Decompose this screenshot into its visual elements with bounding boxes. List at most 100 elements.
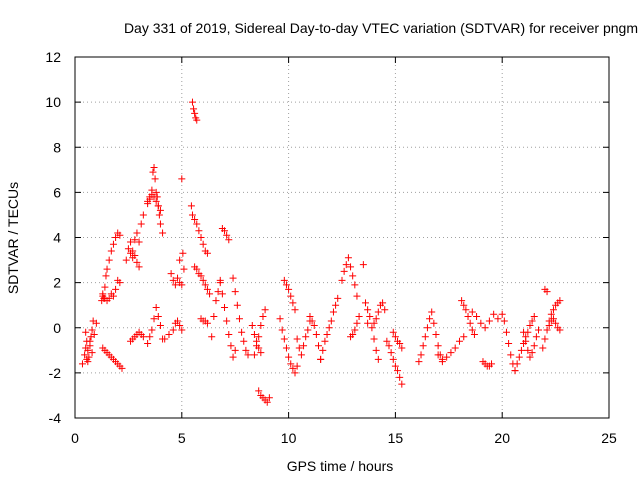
data-point: [174, 317, 182, 325]
data-point: [364, 319, 372, 327]
data-point: [349, 272, 357, 280]
data-point: [351, 281, 359, 289]
data-point: [240, 337, 248, 345]
series-arc-16.2: [415, 308, 436, 366]
data-point: [218, 290, 226, 298]
data-point: [233, 301, 241, 309]
x-tick-label: 25: [601, 430, 617, 446]
x-axis-label: GPS time / hours: [287, 458, 394, 474]
data-point: [289, 364, 297, 372]
data-point: [197, 234, 205, 241]
series-arc-6.0-mid: [191, 263, 214, 298]
data-point: [291, 369, 299, 377]
series-arc-7.0-top: [218, 224, 233, 244]
data-point: [159, 229, 167, 237]
data-point: [340, 267, 348, 275]
data-point: [398, 344, 406, 352]
chart-title: Day 331 of 2019, Sidereal Day-to-day VTE…: [124, 20, 638, 36]
data-point: [539, 344, 547, 352]
data-point: [84, 346, 92, 354]
data-point: [199, 240, 207, 248]
data-point: [89, 317, 97, 325]
x-tick-label: 20: [494, 430, 510, 446]
data-point: [545, 321, 553, 329]
data-point: [150, 315, 158, 323]
data-point: [221, 303, 229, 311]
x-tick-label: 0: [71, 430, 79, 446]
data-point: [190, 105, 198, 113]
data-point: [174, 274, 182, 282]
series-arc-2.8-low: [127, 328, 147, 345]
data-point: [417, 351, 425, 359]
data-point: [526, 321, 534, 329]
data-point: [167, 270, 175, 278]
data-point: [231, 288, 239, 296]
data-point: [187, 202, 195, 210]
data-point: [206, 290, 214, 298]
data-point: [359, 261, 367, 269]
data-point: [349, 331, 357, 339]
data-point: [84, 358, 92, 366]
data-point: [156, 220, 164, 228]
data-point: [263, 398, 271, 406]
data-point: [225, 236, 233, 244]
data-point: [304, 326, 312, 334]
data-point: [462, 306, 470, 314]
y-tick-label: 6: [53, 184, 61, 200]
data-point: [500, 317, 508, 325]
data-point: [282, 344, 290, 352]
series-arc-19.2-low: [479, 358, 496, 370]
data-point: [152, 197, 160, 205]
data-point: [379, 299, 387, 307]
data-point: [488, 360, 496, 368]
data-point: [438, 355, 446, 363]
data-point: [312, 331, 320, 339]
data-points: [78, 98, 564, 406]
data-point: [180, 265, 188, 273]
data-point: [109, 292, 117, 300]
series-arc-7.7: [229, 274, 252, 359]
data-point: [278, 326, 286, 334]
data-point: [199, 276, 207, 284]
data-point: [285, 353, 293, 361]
data-point: [81, 351, 89, 359]
data-point: [543, 326, 551, 334]
data-point: [203, 319, 211, 327]
data-point: [193, 265, 201, 273]
data-point: [250, 331, 258, 339]
data-point: [289, 299, 297, 307]
data-point: [280, 335, 288, 343]
series-arc-10.5: [293, 317, 314, 359]
data-point: [464, 312, 472, 320]
series-arc-3.6-low: [144, 303, 167, 348]
data-point: [107, 247, 115, 255]
data-point: [150, 193, 158, 201]
data-point: [447, 349, 455, 357]
y-axis-label: SDTVAR / TECUs: [5, 182, 21, 294]
data-point: [176, 256, 184, 264]
axis-ticks: [74, 56, 610, 419]
series-arc-18.4: [458, 297, 478, 339]
data-point: [528, 349, 536, 357]
data-point: [150, 164, 158, 172]
data-point: [458, 297, 466, 305]
series-arc-0.6-low: [78, 319, 100, 368]
data-point: [139, 333, 147, 341]
data-point: [156, 321, 164, 329]
data-point: [511, 367, 519, 375]
data-point: [293, 335, 301, 343]
data-point: [396, 373, 404, 381]
y-tick-label: -4: [49, 410, 62, 426]
data-point: [513, 360, 521, 368]
data-point: [470, 331, 478, 339]
data-point: [323, 331, 331, 339]
data-point: [152, 303, 160, 311]
data-point: [238, 328, 246, 336]
data-point: [285, 285, 293, 293]
data-point: [423, 324, 431, 332]
data-point: [133, 229, 141, 237]
data-point: [116, 279, 124, 287]
series-arc-1.5-mid: [99, 276, 124, 305]
series-arc-0.8-mid: [82, 317, 97, 366]
data-point: [524, 346, 532, 354]
